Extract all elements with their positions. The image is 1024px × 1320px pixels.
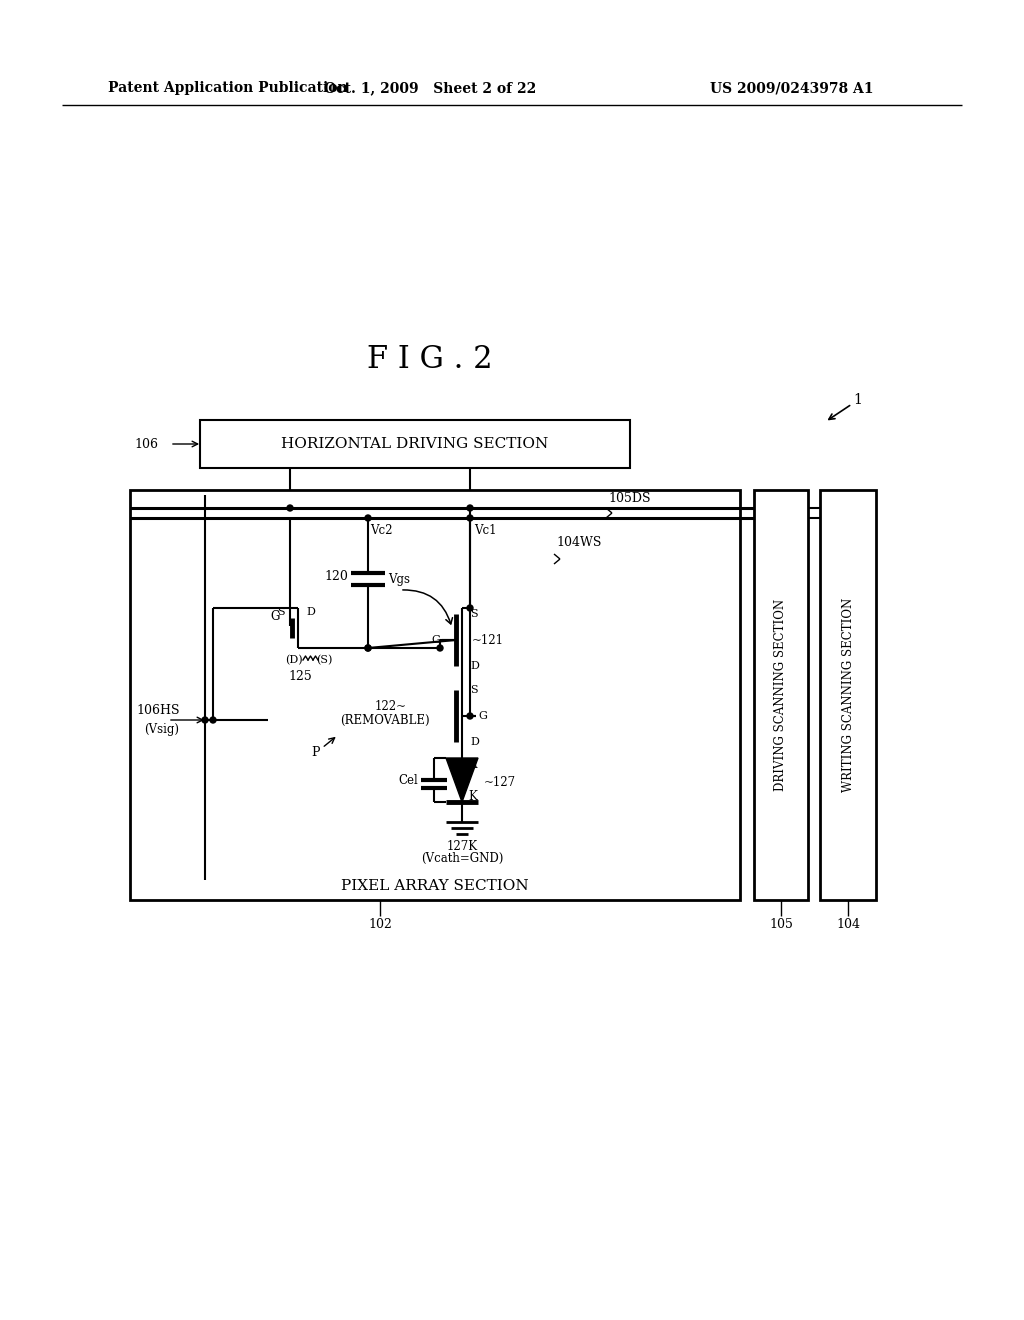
Text: D: D xyxy=(470,661,479,671)
Text: D: D xyxy=(470,737,479,747)
Text: S: S xyxy=(470,685,477,696)
Text: F I G . 2: F I G . 2 xyxy=(368,345,493,375)
Text: ~121: ~121 xyxy=(472,634,504,647)
Text: A: A xyxy=(468,758,476,771)
Text: 1: 1 xyxy=(854,393,862,407)
Text: S: S xyxy=(470,609,477,619)
Bar xyxy=(820,490,876,900)
Text: K: K xyxy=(468,791,477,804)
Circle shape xyxy=(437,645,443,651)
Text: DRIVING SCANNING SECTION: DRIVING SCANNING SECTION xyxy=(774,599,787,791)
Text: P: P xyxy=(311,746,321,759)
Text: (Vsig): (Vsig) xyxy=(144,723,179,737)
Text: 102: 102 xyxy=(368,917,392,931)
Circle shape xyxy=(365,645,371,651)
Text: Vc1: Vc1 xyxy=(474,524,497,536)
Circle shape xyxy=(467,515,473,521)
Text: G: G xyxy=(431,635,440,645)
Circle shape xyxy=(467,713,473,719)
Text: (Vcath=GND): (Vcath=GND) xyxy=(421,851,503,865)
Bar xyxy=(754,490,808,900)
Text: (REMOVABLE): (REMOVABLE) xyxy=(340,714,430,726)
Text: PIXEL ARRAY SECTION: PIXEL ARRAY SECTION xyxy=(341,879,528,894)
Circle shape xyxy=(287,506,293,511)
Text: S: S xyxy=(278,607,285,616)
Text: WRITING SCANNING SECTION: WRITING SCANNING SECTION xyxy=(842,598,854,792)
Bar xyxy=(200,420,630,469)
Bar xyxy=(130,490,740,900)
Text: (D): (D) xyxy=(285,655,303,665)
Text: D: D xyxy=(306,607,314,616)
Text: (S): (S) xyxy=(316,655,333,665)
Text: 106: 106 xyxy=(134,437,158,450)
Text: 105DS: 105DS xyxy=(608,491,650,504)
Text: 127K: 127K xyxy=(446,840,477,853)
Circle shape xyxy=(467,506,473,511)
Text: G: G xyxy=(270,610,280,623)
Circle shape xyxy=(202,717,208,723)
Text: 104: 104 xyxy=(836,917,860,931)
Text: HORIZONTAL DRIVING SECTION: HORIZONTAL DRIVING SECTION xyxy=(282,437,549,451)
Circle shape xyxy=(365,515,371,521)
Text: 105: 105 xyxy=(769,917,793,931)
Text: Oct. 1, 2009   Sheet 2 of 22: Oct. 1, 2009 Sheet 2 of 22 xyxy=(324,81,537,95)
Text: ~127: ~127 xyxy=(484,776,516,788)
Text: G: G xyxy=(478,711,486,721)
Text: 120: 120 xyxy=(325,570,348,583)
Circle shape xyxy=(210,717,216,723)
Text: 104WS: 104WS xyxy=(556,536,601,549)
Circle shape xyxy=(467,605,473,611)
Polygon shape xyxy=(446,758,478,803)
Text: Vc2: Vc2 xyxy=(370,524,392,536)
Text: Patent Application Publication: Patent Application Publication xyxy=(108,81,347,95)
Text: 106HS: 106HS xyxy=(136,704,179,717)
Text: 122~: 122~ xyxy=(375,700,407,713)
Text: Cel: Cel xyxy=(398,774,418,787)
Text: 125: 125 xyxy=(288,669,312,682)
Text: US 2009/0243978 A1: US 2009/0243978 A1 xyxy=(710,81,873,95)
Text: Vgs: Vgs xyxy=(388,573,410,586)
Circle shape xyxy=(365,645,371,651)
